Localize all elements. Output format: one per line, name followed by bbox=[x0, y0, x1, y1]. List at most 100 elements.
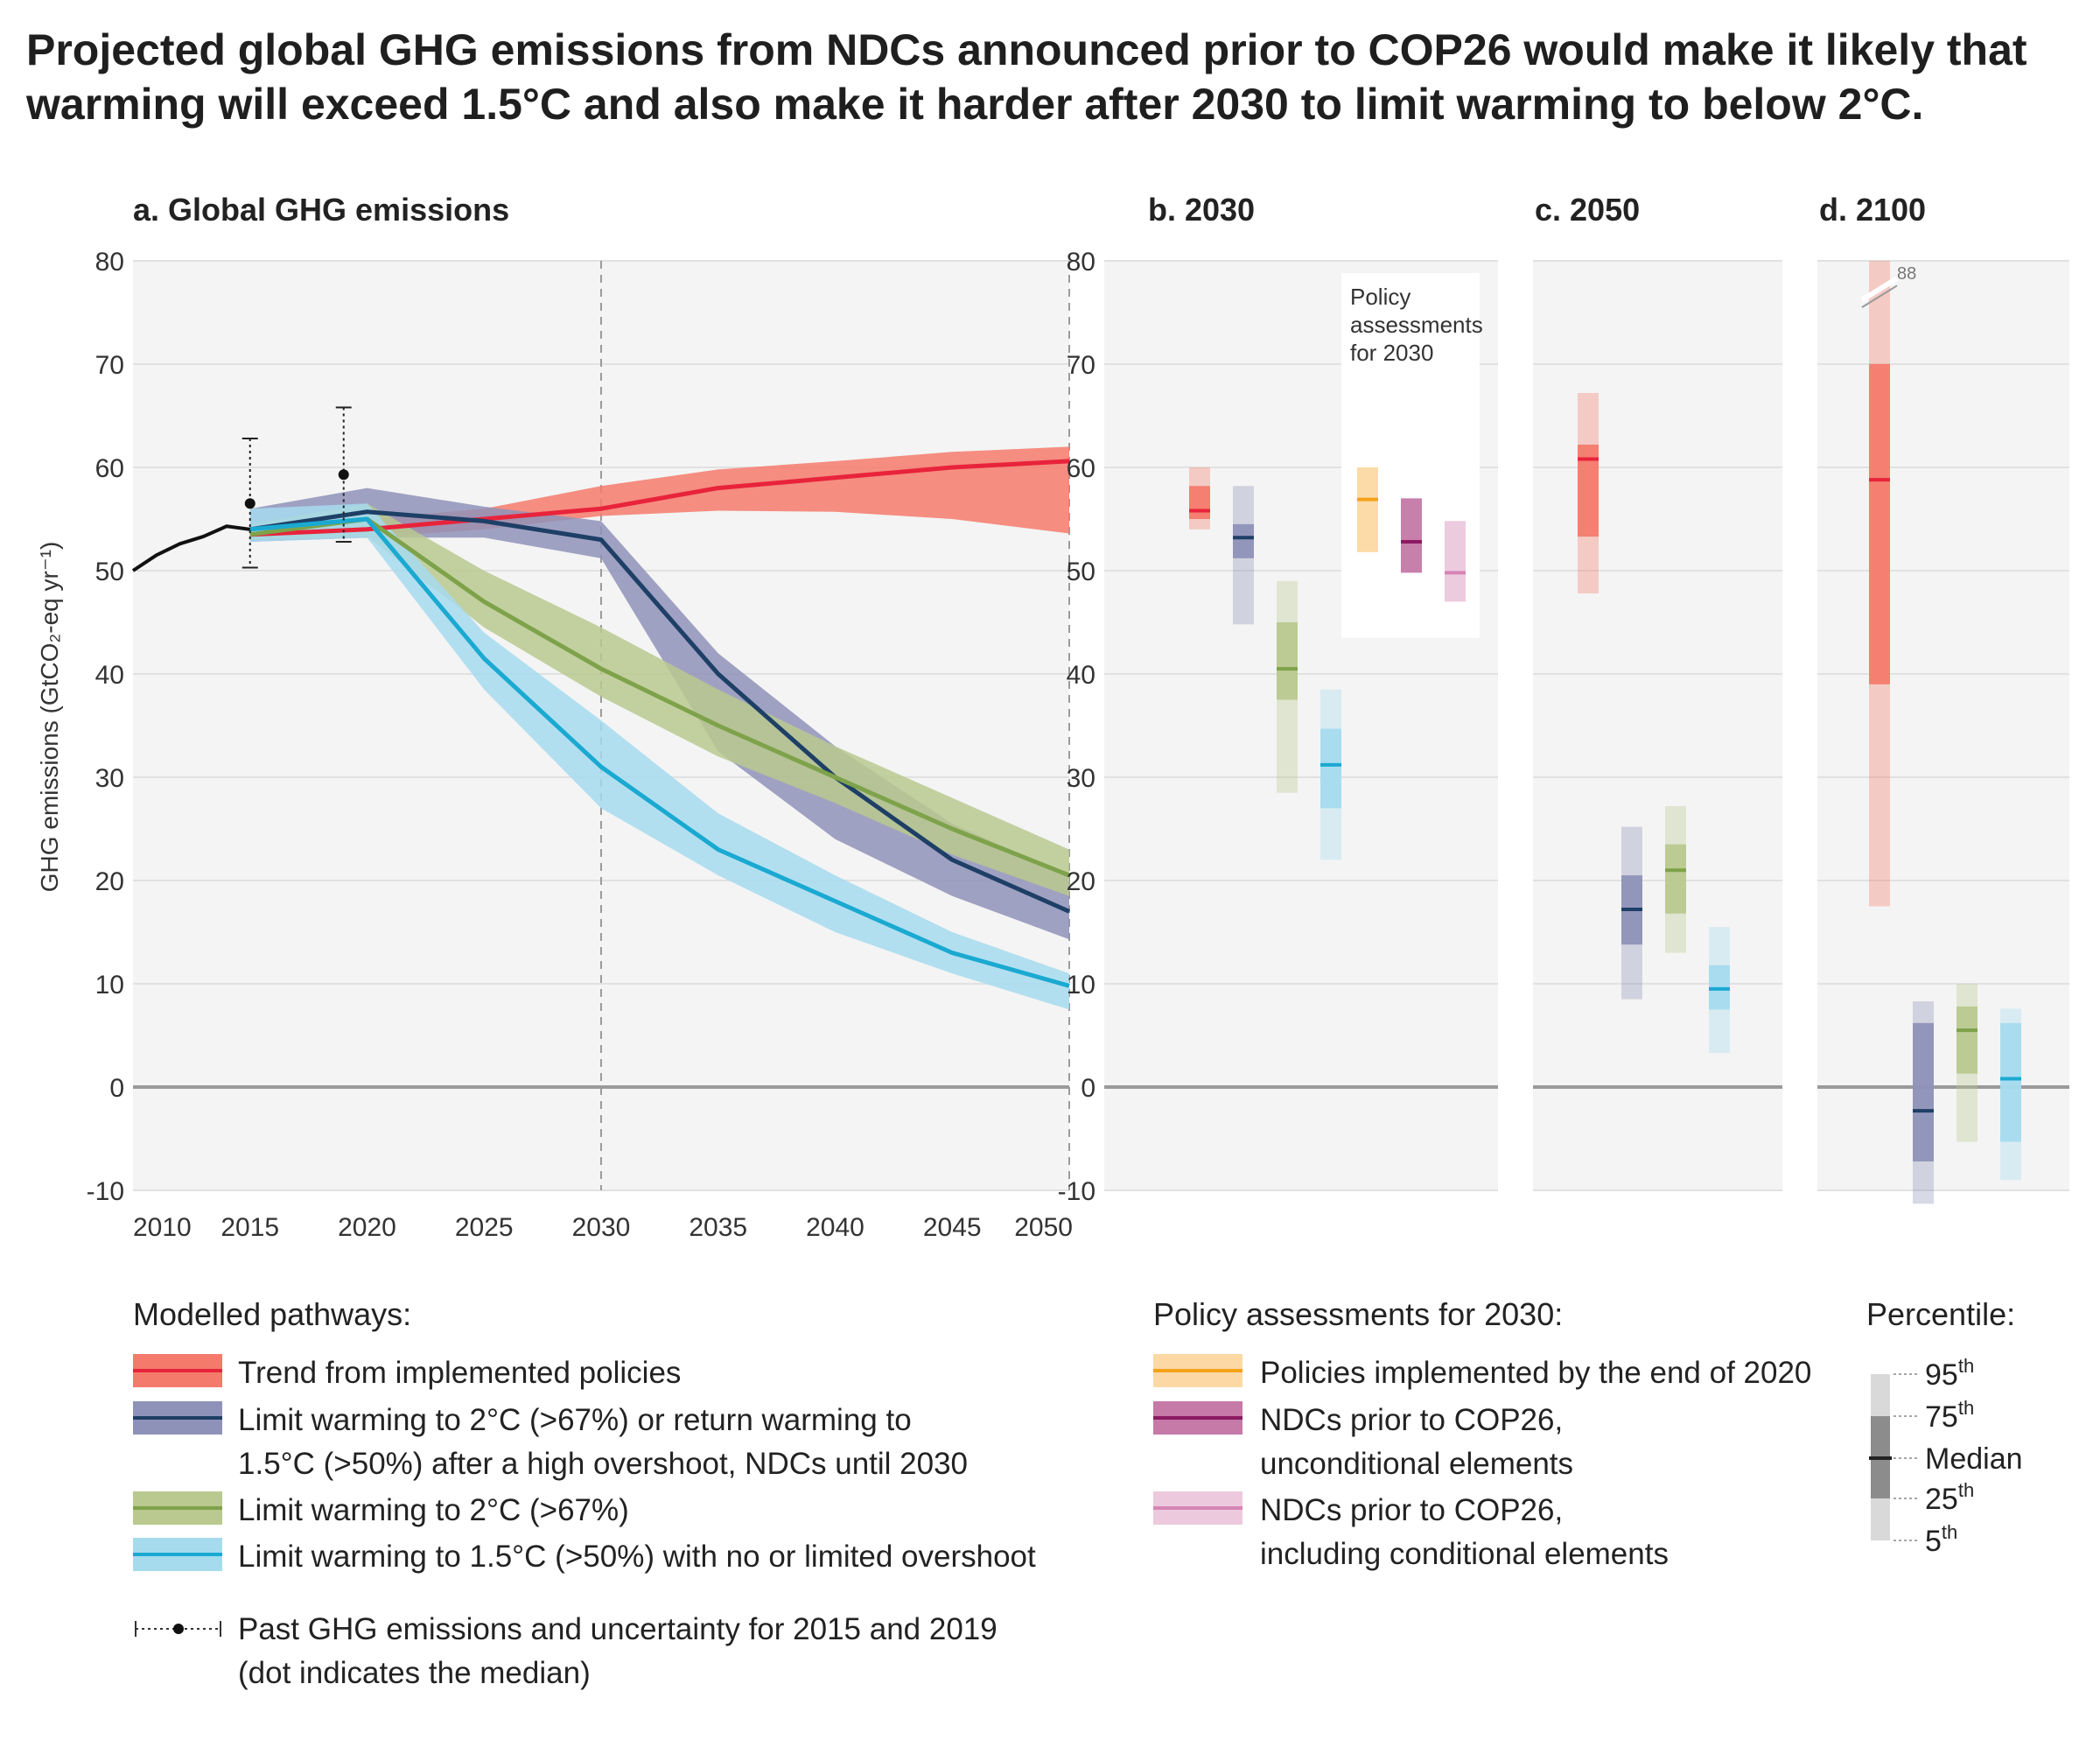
y-tick-label: 80 bbox=[1067, 248, 1096, 277]
band-cyan bbox=[249, 503, 1069, 1010]
panel-b: -10 0 10 20 30 40 50 60 70 80 Policyassessmentsfor… bbox=[1058, 248, 1498, 1206]
panel-title-a: a. Global GHG emissions bbox=[133, 192, 509, 228]
x-tick-label: 2030 bbox=[572, 1213, 631, 1242]
y-tick-label: 50 bbox=[95, 558, 124, 586]
policy-box-label: assessments bbox=[1350, 312, 1483, 338]
policy-box-label: Policy bbox=[1350, 284, 1410, 310]
y-tick-label: -10 bbox=[87, 1177, 124, 1206]
legend-policy-title: Policy assessments for 2030: bbox=[1153, 1296, 1563, 1332]
percentile-suffix: th bbox=[1958, 1355, 1974, 1377]
legend-past-text: Past GHG emissions and uncertainty for 2… bbox=[238, 1612, 998, 1646]
legend-past-dot bbox=[173, 1624, 184, 1634]
y-tick-label: 70 bbox=[1067, 351, 1096, 380]
x-tick-label: 2010 bbox=[133, 1213, 192, 1242]
x-tick-label: 2050 bbox=[1014, 1213, 1073, 1242]
legend-item-navy: 1.5°C (>50%) after a high overshoot, NDC… bbox=[238, 1447, 968, 1481]
panel-title-d: d. 2100 bbox=[1819, 192, 1926, 228]
x-tick-label: 2025 bbox=[455, 1213, 514, 1242]
percentile-number: 95 bbox=[1925, 1358, 1958, 1392]
title-line-1: Projected global GHG emissions from NDCs… bbox=[26, 25, 2027, 74]
percentile-number: 5 bbox=[1925, 1525, 1942, 1558]
uncertainty-median-dot bbox=[244, 498, 256, 509]
box-inner-green bbox=[1956, 1006, 1978, 1074]
box-inner-navy bbox=[1233, 523, 1254, 558]
percentile-suffix: th bbox=[1958, 1397, 1974, 1419]
y-tick-label: 0 bbox=[1081, 1074, 1096, 1103]
percentile-number: 25 bbox=[1925, 1483, 1958, 1516]
percentile-label: Median bbox=[1925, 1442, 2023, 1476]
box-inner-pink bbox=[1445, 521, 1466, 602]
panel-title-b: b. 2030 bbox=[1148, 192, 1255, 228]
percentile-label: 95th bbox=[1925, 1355, 1974, 1392]
box-inner-purple bbox=[1401, 498, 1422, 573]
x-tick-label: 2015 bbox=[220, 1213, 279, 1242]
legend-percentile-title: Percentile: bbox=[1866, 1296, 2015, 1332]
y-tick-label: 0 bbox=[109, 1074, 124, 1103]
historical-line bbox=[131, 524, 251, 572]
uncertainty-median-dot bbox=[338, 469, 349, 481]
panel-title-c: c. 2050 bbox=[1535, 192, 1640, 228]
y-tick-label: 60 bbox=[1067, 454, 1096, 483]
panel-d: 88 bbox=[1817, 260, 2069, 1204]
x-tick-label: 2020 bbox=[338, 1213, 396, 1242]
legend-item-green: Limit warming to 2°C (>67%) bbox=[238, 1493, 629, 1527]
y-tick-label: 40 bbox=[95, 661, 124, 690]
title-line-2: warming will exceed 1.5°C and also make … bbox=[26, 80, 1924, 129]
percentile-label: 75th bbox=[1925, 1397, 1974, 1434]
legend-item-purple: NDCs prior to COP26, bbox=[1260, 1403, 1563, 1437]
y-tick-label: 30 bbox=[95, 764, 124, 793]
median-line-cyan bbox=[249, 516, 1070, 988]
percentile-label: 25th bbox=[1925, 1479, 1974, 1516]
legend-modelled-title: Modelled pathways: bbox=[133, 1296, 411, 1332]
y-tick-label: 70 bbox=[95, 351, 124, 380]
legend-item-red: Trend from implemented policies bbox=[238, 1356, 681, 1390]
median-line-green bbox=[249, 516, 1070, 878]
chart-title: Projected global GHG emissions from NDCs… bbox=[26, 23, 2074, 131]
y-tick-label: 10 bbox=[95, 971, 124, 1000]
percentile-label: 5th bbox=[1925, 1521, 1957, 1558]
box-inner-red bbox=[1869, 364, 1890, 684]
clipped-value-label: 88 bbox=[1897, 264, 1916, 284]
percentile-suffix: th bbox=[1942, 1521, 1957, 1543]
y-tick-label: 30 bbox=[1067, 764, 1096, 793]
y-tick-label: 20 bbox=[95, 867, 124, 896]
panel-c bbox=[1533, 260, 1782, 1191]
axis-break-mark bbox=[1861, 284, 1898, 308]
x-tick-label: 2045 bbox=[923, 1213, 982, 1242]
box-inner-red bbox=[1189, 486, 1210, 519]
box-inner-green bbox=[1277, 622, 1298, 700]
legend-past-text: (dot indicates the median) bbox=[238, 1656, 591, 1690]
y-tick-label: 40 bbox=[1067, 661, 1096, 690]
median-line-navy bbox=[249, 509, 1071, 914]
percentile-number: 75 bbox=[1925, 1400, 1958, 1434]
x-tick-label: 2040 bbox=[806, 1213, 864, 1242]
box-inner-navy bbox=[1913, 1022, 1934, 1161]
axis-break-mark bbox=[1860, 276, 1899, 303]
median-line-red bbox=[249, 459, 1070, 537]
legend-item-cyan: Limit warming to 1.5°C (>50%) with no or… bbox=[238, 1540, 1036, 1574]
legend-item-pink: including conditional elements bbox=[1260, 1537, 1669, 1571]
legend-item-purple: unconditional elements bbox=[1260, 1447, 1573, 1481]
box-inner-green bbox=[1665, 844, 1686, 914]
percentile-number: Median bbox=[1925, 1442, 2023, 1476]
policy-box-label: for 2030 bbox=[1350, 340, 1433, 366]
legend-item-pink: NDCs prior to COP26, bbox=[1260, 1493, 1563, 1527]
band-navy bbox=[249, 488, 1069, 940]
legend-item-orange: Policies implemented by the end of 2020 bbox=[1260, 1356, 1811, 1390]
box-inner-cyan bbox=[2000, 1022, 2021, 1142]
y-axis-label: GHG emissions (GtCO₂-eq yr⁻¹) bbox=[36, 542, 63, 893]
percentile-suffix: th bbox=[1958, 1479, 1974, 1501]
box-inner-cyan bbox=[1320, 728, 1341, 809]
y-tick-label: 20 bbox=[1067, 867, 1096, 896]
panel-c-background bbox=[1533, 261, 1782, 1190]
y-tick-label: -10 bbox=[1058, 1177, 1096, 1206]
legend: Modelled pathways: Trend from implemented… bbox=[133, 1296, 2023, 1690]
box-inner-orange bbox=[1357, 467, 1378, 552]
x-tick-label: 2035 bbox=[689, 1213, 747, 1242]
y-tick-label: 80 bbox=[95, 248, 124, 277]
y-tick-label: 60 bbox=[95, 454, 124, 483]
panel-d-background bbox=[1817, 261, 2069, 1190]
legend-item-navy: Limit warming to 2°C (>67%) or return wa… bbox=[238, 1403, 912, 1437]
